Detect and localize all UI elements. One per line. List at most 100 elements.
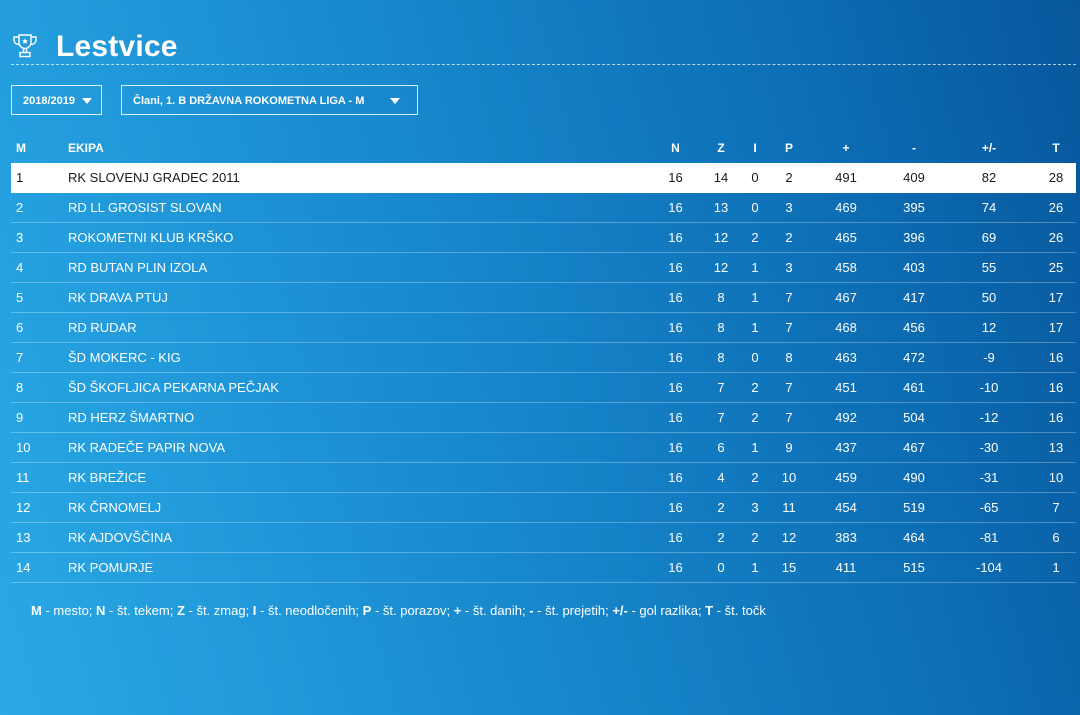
cell-position: 12 [11,492,67,523]
cell-won: 7 [704,372,738,403]
cell-lost: 7 [772,372,806,403]
cell-played: 16 [647,312,704,343]
table-row: 7 ŠD MOKERC - KIG 16 8 0 8 463 472 -9 16 [11,342,1076,373]
cell-goals-against: 403 [886,252,942,283]
legend-key: I [252,603,257,618]
cell-points: 28 [1036,163,1076,193]
cell-lost: 15 [772,552,806,583]
cell-lost: 8 [772,342,806,373]
cell-position: 13 [11,522,67,553]
cell-draw: 0 [738,192,772,223]
cell-team: RK RADEČE PAPIR NOVA [67,432,647,463]
cell-position: 5 [11,282,67,313]
cell-draw: 0 [738,342,772,373]
cell-team: ROKOMETNI KLUB KRŠKO [67,222,647,253]
cell-position: 6 [11,312,67,343]
cell-goals-for: 465 [806,222,886,253]
cell-draw: 3 [738,492,772,523]
cell-played: 16 [647,372,704,403]
cell-won: 8 [704,312,738,343]
cell-won: 6 [704,432,738,463]
cell-team: ŠD MOKERC - KIG [67,342,647,373]
page-title: Lestvice [56,30,178,63]
cell-draw: 2 [738,402,772,433]
cell-points: 17 [1036,282,1076,313]
legend-key: M [31,603,42,618]
chevron-down-icon [390,98,400,104]
legend-key: Z [176,603,185,618]
cell-goals-for: 411 [806,552,886,583]
cell-played: 16 [647,522,704,553]
legend-key: +/- [612,603,628,618]
legend-text: - gol razlika; [627,603,706,618]
standings-table: M EKIPA N Z I P + - +/- T 1 RK SLOVENJ G… [11,133,1076,583]
table-row: 13 RK AJDOVŠČINA 16 2 2 12 383 464 -81 6 [11,522,1076,553]
cell-won: 0 [704,552,738,583]
cell-won: 4 [704,462,738,493]
cell-position: 1 [11,163,67,193]
cell-goal-difference: 50 [942,282,1036,313]
cell-draw: 1 [738,252,772,283]
cell-won: 14 [704,163,738,193]
cell-goals-for: 454 [806,492,886,523]
season-select-value: 2018/2019 [23,95,75,107]
league-select[interactable]: Člani, 1. B DRŽAVNA ROKOMETNA LIGA - M [121,85,418,115]
cell-goals-for: 468 [806,312,886,343]
cell-draw: 2 [738,462,772,493]
cell-won: 7 [704,402,738,433]
col-header-lost: P [784,141,793,155]
cell-goal-difference: -104 [942,552,1036,583]
cell-points: 10 [1036,462,1076,493]
cell-played: 16 [647,163,704,193]
cell-goals-against: 396 [886,222,942,253]
cell-goals-against: 467 [886,432,942,463]
trophy-icon [11,32,39,60]
table-row: 1 RK SLOVENJ GRADEC 2011 16 14 0 2 491 4… [11,163,1076,193]
cell-team: RK BREŽICE [67,462,647,493]
cell-lost: 10 [772,462,806,493]
cell-points: 16 [1036,402,1076,433]
cell-draw: 2 [738,372,772,403]
legend-key: P [362,603,372,618]
legend-text: - št. danih; [461,603,530,618]
table-row: 11 RK BREŽICE 16 4 2 10 459 490 -31 10 [11,462,1076,493]
cell-played: 16 [647,282,704,313]
cell-points: 17 [1036,312,1076,343]
cell-won: 2 [704,492,738,523]
legend-text: - mesto; [41,603,97,618]
season-select[interactable]: 2018/2019 [11,85,102,115]
cell-goals-against: 464 [886,522,942,553]
cell-lost: 3 [772,192,806,223]
table-header-row: M EKIPA N Z I P + - +/- T [11,133,1076,163]
cell-goals-for: 383 [806,522,886,553]
cell-goals-against: 490 [886,462,942,493]
cell-goals-for: 463 [806,342,886,373]
table-row: 14 RK POMURJE 16 0 1 15 411 515 -104 1 [11,552,1076,583]
cell-goals-against: 461 [886,372,942,403]
cell-goal-difference: -65 [942,492,1036,523]
cell-played: 16 [647,492,704,523]
cell-points: 1 [1036,552,1076,583]
cell-played: 16 [647,252,704,283]
col-header-draw: I [753,141,757,155]
table-row: 9 RD HERZ ŠMARTNO 16 7 2 7 492 504 -12 1… [11,402,1076,433]
cell-points: 26 [1036,222,1076,253]
cell-points: 25 [1036,252,1076,283]
cell-team: RK POMURJE [67,552,647,583]
cell-points: 7 [1036,492,1076,523]
table-row: 8 ŠD ŠKOFLJICA PEKARNA PEČJAK 16 7 2 7 4… [11,372,1076,403]
cell-position: 7 [11,342,67,373]
legend-text: - št. porazov; [371,603,454,618]
cell-draw: 2 [738,522,772,553]
cell-goals-for: 458 [806,252,886,283]
cell-goals-against: 409 [886,163,942,193]
legend-text: - št. točk [713,603,766,618]
cell-won: 13 [704,192,738,223]
legend-key: - [529,603,534,618]
cell-goal-difference: 69 [942,222,1036,253]
cell-points: 26 [1036,192,1076,223]
legend-key: + [453,603,462,618]
cell-goal-difference: -9 [942,342,1036,373]
cell-goals-for: 469 [806,192,886,223]
table-legend: M - mesto; N - št. tekem; Z - št. zmag; … [31,603,766,618]
